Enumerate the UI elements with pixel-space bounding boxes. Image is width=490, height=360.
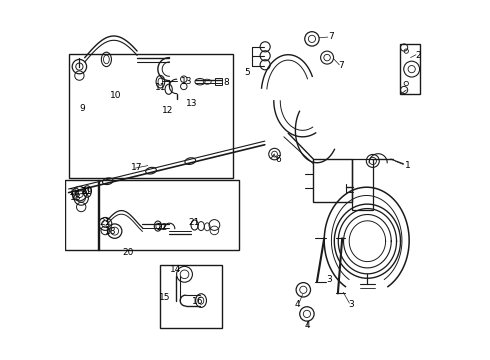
Bar bbox=[352, 159, 373, 210]
Text: 20: 20 bbox=[122, 248, 134, 257]
Text: 5: 5 bbox=[245, 68, 250, 77]
Text: 11: 11 bbox=[155, 83, 166, 92]
Text: 3: 3 bbox=[348, 300, 354, 309]
Text: 7: 7 bbox=[339, 61, 344, 70]
Bar bbox=[69, 54, 233, 178]
Text: 22: 22 bbox=[157, 223, 168, 232]
Bar bbox=[65, 180, 99, 250]
Bar bbox=[98, 180, 239, 250]
Text: 21: 21 bbox=[188, 218, 199, 227]
Text: 10: 10 bbox=[110, 91, 122, 100]
Text: 18: 18 bbox=[69, 188, 81, 197]
Text: 12: 12 bbox=[162, 107, 173, 116]
Text: 4: 4 bbox=[304, 321, 310, 330]
Text: 8: 8 bbox=[223, 78, 229, 87]
Text: 14: 14 bbox=[170, 266, 182, 275]
Text: 1: 1 bbox=[405, 161, 411, 170]
Text: 18: 18 bbox=[70, 193, 81, 202]
Text: 16: 16 bbox=[192, 297, 203, 306]
Text: 18: 18 bbox=[105, 227, 117, 236]
Text: 17: 17 bbox=[131, 163, 143, 172]
Text: 21: 21 bbox=[99, 218, 111, 227]
Text: 19: 19 bbox=[81, 187, 93, 196]
Text: 9: 9 bbox=[79, 104, 85, 113]
Bar bbox=[160, 265, 221, 328]
Text: 3: 3 bbox=[327, 275, 333, 284]
Text: 15: 15 bbox=[159, 292, 171, 302]
Text: 4: 4 bbox=[294, 300, 300, 309]
Bar bbox=[314, 159, 352, 202]
Text: 13: 13 bbox=[181, 77, 193, 86]
Text: 13: 13 bbox=[186, 99, 197, 108]
Text: 6: 6 bbox=[275, 155, 281, 163]
Bar bbox=[400, 44, 419, 94]
Text: 21: 21 bbox=[80, 187, 92, 196]
Text: 2: 2 bbox=[416, 51, 421, 60]
Text: 7: 7 bbox=[328, 32, 334, 41]
